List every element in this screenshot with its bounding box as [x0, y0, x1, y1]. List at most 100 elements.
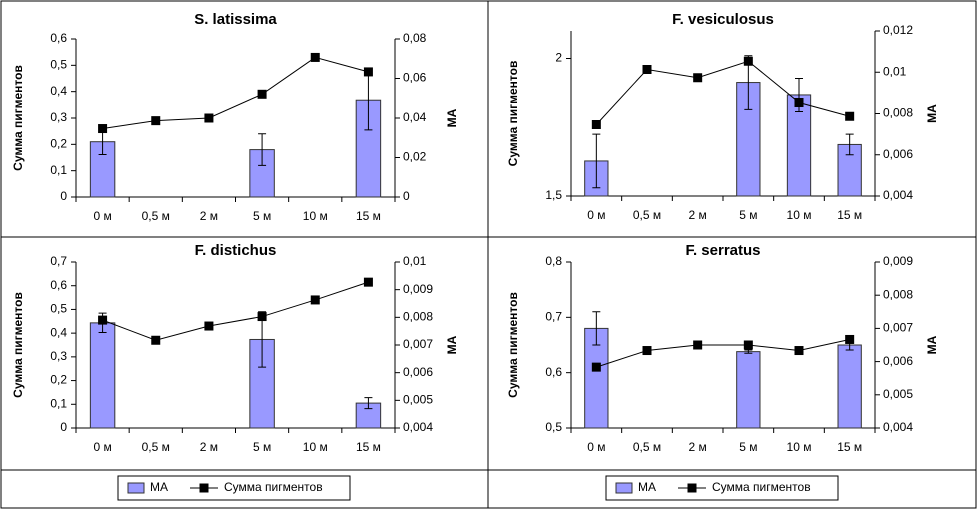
x-tick-label: 15 м: [837, 440, 862, 454]
y-tick-label: 1,5: [545, 188, 562, 202]
y-tick-label: 0,7: [50, 254, 67, 268]
marker: [693, 73, 703, 83]
y2-tick-label: 0: [403, 189, 410, 203]
y-tick-label: 0: [60, 420, 67, 434]
chart-title: S. latissima: [194, 11, 277, 28]
y2-tick-label: 0,007: [403, 337, 433, 351]
x-tick-label: 0,5 м: [142, 209, 170, 223]
y2-tick-label: 0,008: [883, 287, 913, 301]
y2-tick-label: 0,08: [403, 31, 427, 45]
x-tick-label: 2 м: [689, 440, 707, 454]
marker: [310, 52, 320, 62]
legend-label: Сумма пигментов: [224, 480, 323, 494]
y-tick-label: 0: [60, 189, 67, 203]
y-tick-label: 2: [555, 51, 562, 65]
bar: [89, 322, 116, 429]
x-tick-label: 0 м: [587, 208, 605, 222]
y2-tick-label: 0,006: [403, 365, 433, 379]
y2-tick-label: 0,01: [403, 254, 427, 268]
marker: [642, 65, 652, 74]
chart-title: F. serratus: [685, 242, 760, 259]
marker: [591, 362, 601, 372]
y2-tick-label: 0,008: [883, 106, 913, 120]
legend-box: [117, 475, 351, 501]
y2-tick-label: 0,009: [403, 282, 433, 296]
series: [591, 334, 855, 372]
y2-tick-label: 0,01: [883, 64, 907, 78]
x-tick-label: 15 м: [356, 209, 381, 223]
y2-tick-label: 0,02: [403, 150, 427, 164]
error-bar: [364, 397, 373, 410]
legend-swatch: [127, 482, 145, 494]
x-tick-label: 15 м: [356, 440, 381, 454]
y-tick-label: 0,1: [50, 163, 67, 177]
y-tick-label: 0,1: [50, 396, 67, 410]
y-axis-label: Сумма пигментов: [11, 65, 25, 171]
y-axis-label: Сумма пигментов: [506, 292, 520, 398]
marker: [98, 315, 108, 325]
marker: [845, 334, 855, 344]
series: [98, 52, 373, 134]
bar: [837, 344, 862, 429]
error-bar: [258, 133, 267, 166]
line: [596, 338, 850, 368]
series: [584, 311, 862, 429]
y-tick-label: 0,5: [50, 302, 67, 316]
y-tick-label: 0,8: [545, 254, 562, 268]
y-tick-label: 0,2: [50, 137, 67, 151]
chart-title: F. vesiculosus: [672, 11, 774, 28]
x-tick-label: 0,5 м: [142, 440, 170, 454]
marker: [693, 340, 703, 350]
x-tick-label: 0 м: [93, 209, 111, 223]
y2-axis-label: МА: [925, 335, 939, 354]
marker: [257, 89, 267, 99]
y-tick-label: 0,5: [50, 58, 67, 72]
marker: [642, 346, 652, 356]
y-tick-label: 0,2: [50, 373, 67, 387]
legend-marker: [199, 483, 209, 493]
marker: [257, 312, 267, 322]
marker: [363, 67, 373, 77]
y2-tick-label: 0,006: [883, 147, 913, 161]
x-tick-label: 0 м: [587, 440, 605, 454]
series: [89, 70, 382, 198]
y-tick-label: 0,6: [545, 365, 562, 379]
marker: [794, 98, 804, 107]
y2-tick-label: 0,004: [883, 420, 913, 434]
y-tick-label: 0,3: [50, 110, 67, 124]
line: [102, 56, 369, 130]
x-tick-label: 5 м: [739, 440, 757, 454]
marker: [310, 295, 320, 305]
legend-box: [605, 475, 839, 501]
y2-tick-label: 0,008: [403, 310, 433, 324]
x-tick-label: 10 м: [303, 440, 328, 454]
x-tick-label: 0 м: [93, 440, 111, 454]
bar: [736, 351, 761, 429]
legend-label: Сумма пигментов: [712, 480, 811, 494]
y2-axis-label: МА: [445, 335, 459, 354]
y2-tick-label: 0,006: [883, 354, 913, 368]
error-bar: [592, 311, 601, 346]
y-tick-label: 0,5: [545, 420, 562, 434]
y-axis-label: Сумма пигментов: [11, 292, 25, 398]
legend-swatch: [615, 482, 633, 494]
line: [595, 60, 850, 125]
marker: [794, 346, 804, 356]
series: [98, 277, 373, 345]
x-tick-label: 0,5 м: [633, 440, 661, 454]
x-tick-label: 10 м: [303, 209, 328, 223]
y-tick-label: 0,6: [50, 278, 67, 292]
y-tick-label: 0,3: [50, 349, 67, 363]
marker: [743, 340, 753, 350]
marker: [743, 56, 753, 66]
error-bar: [592, 133, 601, 189]
y2-tick-label: 0,005: [403, 393, 433, 407]
legend-marker: [687, 483, 697, 493]
x-tick-label: 5 м: [739, 208, 757, 222]
error-bar: [744, 349, 753, 354]
y2-tick-label: 0,004: [883, 188, 913, 202]
x-tick-label: 2 м: [689, 208, 707, 222]
y2-tick-label: 0,04: [403, 110, 427, 124]
y2-tick-label: 0,009: [883, 254, 913, 268]
